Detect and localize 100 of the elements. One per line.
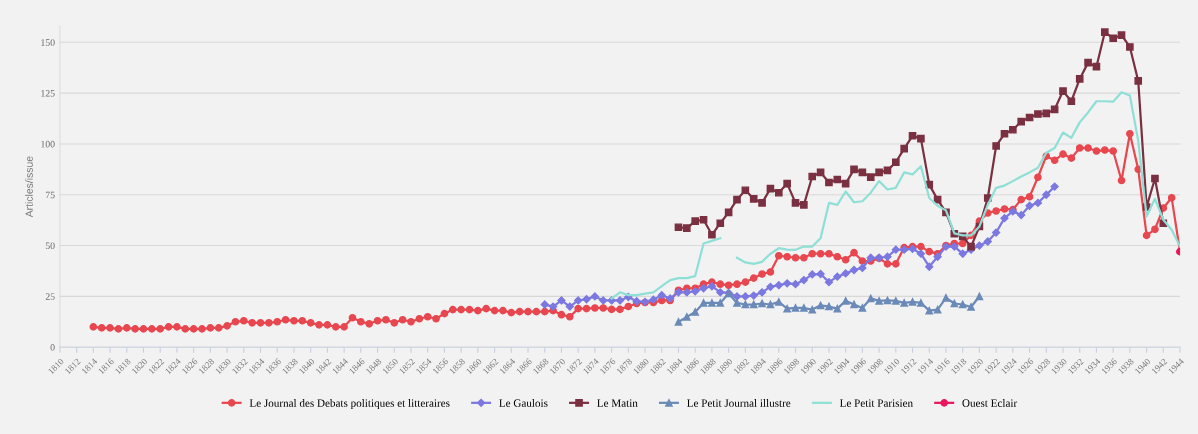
point <box>674 318 683 326</box>
point <box>766 300 775 309</box>
point <box>967 242 975 251</box>
point <box>933 305 942 314</box>
x-tick-label: 1870 <box>549 358 566 375</box>
x-tick-label: 1932 <box>1067 358 1084 375</box>
point <box>891 297 900 305</box>
point <box>1092 62 1101 71</box>
x-tick-label: 1912 <box>900 358 917 375</box>
x-tick-label: 1892 <box>733 358 750 375</box>
x-tick-label: 1940 <box>1134 358 1151 375</box>
point <box>891 158 900 167</box>
x-tick-label: 1830 <box>215 358 232 375</box>
point <box>749 194 758 203</box>
point <box>825 302 833 311</box>
point <box>758 199 766 207</box>
y-tick-label: 50 <box>45 242 55 250</box>
point <box>741 300 750 309</box>
y-tick-label: 75 <box>45 191 55 199</box>
point <box>850 165 858 174</box>
x-tick-label: 1908 <box>867 358 884 375</box>
point <box>1000 129 1009 138</box>
point <box>708 230 716 239</box>
point <box>674 223 683 232</box>
legend-label: Le Matin <box>597 399 638 407</box>
point <box>875 297 883 305</box>
point <box>866 294 875 303</box>
point <box>699 215 708 224</box>
point <box>733 195 741 204</box>
x-tick-label: 1820 <box>131 358 148 375</box>
x-tick-label: 1884 <box>666 357 683 375</box>
x-tick-label: 1838 <box>281 358 299 375</box>
point <box>1126 43 1134 51</box>
point <box>691 217 700 225</box>
x-tick-label: 1860 <box>465 358 483 375</box>
x-tick-label: 1878 <box>616 358 633 375</box>
point <box>1067 97 1076 106</box>
x-tick-label: 1880 <box>633 358 650 375</box>
x-tick-label: 1882 <box>649 358 666 375</box>
x-tick-label: 1902 <box>816 358 834 375</box>
point <box>942 293 950 302</box>
point <box>925 306 934 315</box>
point <box>883 296 892 305</box>
point <box>900 144 908 153</box>
point <box>900 299 908 307</box>
x-tick-label: 1934 <box>1084 357 1101 375</box>
point <box>716 219 725 228</box>
y-tick-label: 150 <box>41 39 55 46</box>
point <box>741 186 750 195</box>
point <box>833 175 842 184</box>
point <box>950 299 959 308</box>
point <box>841 297 850 305</box>
point <box>791 304 800 312</box>
point <box>908 131 917 140</box>
point <box>1109 34 1117 43</box>
point <box>1009 125 1017 134</box>
x-tick-label: 1810 <box>47 358 65 375</box>
x-tick-label: 1938 <box>1117 358 1135 375</box>
point <box>1100 28 1109 36</box>
x-tick-label: 1812 <box>64 358 81 375</box>
x-tick-label: 1922 <box>984 358 1001 375</box>
x-tick-label: 1822 <box>148 358 165 375</box>
point <box>808 172 817 181</box>
point <box>800 201 808 209</box>
point <box>774 298 783 306</box>
x-tick-label: 1910 <box>883 358 901 375</box>
point <box>908 298 917 306</box>
x-tick-label: 1832 <box>231 358 248 375</box>
legend-label: Le Gaulois <box>499 399 548 407</box>
point <box>992 142 1000 150</box>
x-tick-label: 1858 <box>449 358 466 375</box>
y-tick-label: 25 <box>45 293 55 300</box>
point <box>1075 75 1084 83</box>
point <box>716 299 725 307</box>
point <box>783 179 791 188</box>
point <box>875 168 883 177</box>
x-tick-label: 1852 <box>398 358 416 375</box>
point <box>958 300 967 309</box>
point <box>783 304 791 313</box>
x-tick-label: 1872 <box>566 358 583 375</box>
point <box>816 301 825 310</box>
x-tick-label: 1828 <box>198 358 215 375</box>
point <box>858 304 867 312</box>
point <box>691 308 700 316</box>
x-tick-label: 1848 <box>365 358 382 375</box>
point <box>683 224 691 232</box>
point <box>1117 31 1126 40</box>
x-tick-label: 1888 <box>699 358 717 375</box>
y-tick-label: 125 <box>41 90 55 97</box>
point <box>917 299 925 307</box>
y-axis-title: Articles/issue <box>25 156 33 218</box>
legend-label: Le Petit Journal illustre <box>687 399 791 407</box>
x-tick-label: 1890 <box>716 358 733 375</box>
x-tick-label: 1930 <box>1050 358 1068 375</box>
point <box>833 304 842 313</box>
point <box>1134 77 1143 85</box>
y-tick-label: 100 <box>41 140 55 148</box>
legend-label: Le Petit Parisien <box>839 399 913 407</box>
point <box>733 299 741 307</box>
point <box>825 178 833 187</box>
